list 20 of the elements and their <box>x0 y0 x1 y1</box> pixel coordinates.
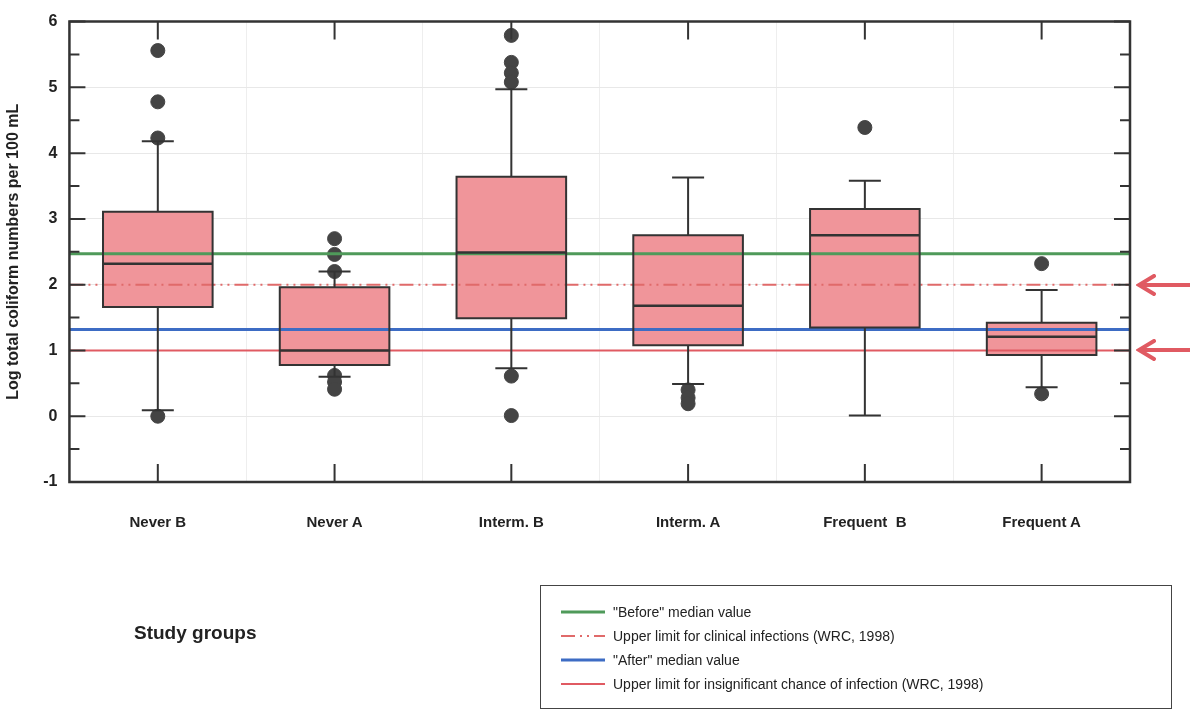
x-tick-label: Frequent B <box>823 513 907 531</box>
x-tick-label: Interm. A <box>655 513 721 531</box>
legend-label: Upper limit for clinical infections (WRC, 1998) <box>613 628 895 644</box>
legend-label: "After" median value <box>613 652 740 668</box>
y-tick-label: 6 <box>48 12 58 30</box>
x-tick-label: Never A <box>306 513 363 531</box>
y-tick-label: 4 <box>48 143 58 161</box>
y-tick-label: 2 <box>48 275 58 293</box>
x-tick-label: Interm. B <box>478 513 544 531</box>
y-axis-title: Log total coliform numbers per 100 mL <box>4 103 22 400</box>
y-tick-label: 5 <box>48 77 58 95</box>
legend-label: Upper limit for insignificant chance of infection (WRC, 1998) <box>613 676 984 692</box>
legend-label: "Before" median value <box>613 604 752 620</box>
y-tick-label: 0 <box>48 406 58 424</box>
y-tick-label: 3 <box>48 209 58 227</box>
x-tick-label: Frequent A <box>1002 513 1082 531</box>
x-tick-label: Never B <box>129 513 187 531</box>
y-tick-label: -1 <box>43 472 58 490</box>
text: Study groups <box>134 622 257 644</box>
y-tick-label: 1 <box>48 340 58 358</box>
